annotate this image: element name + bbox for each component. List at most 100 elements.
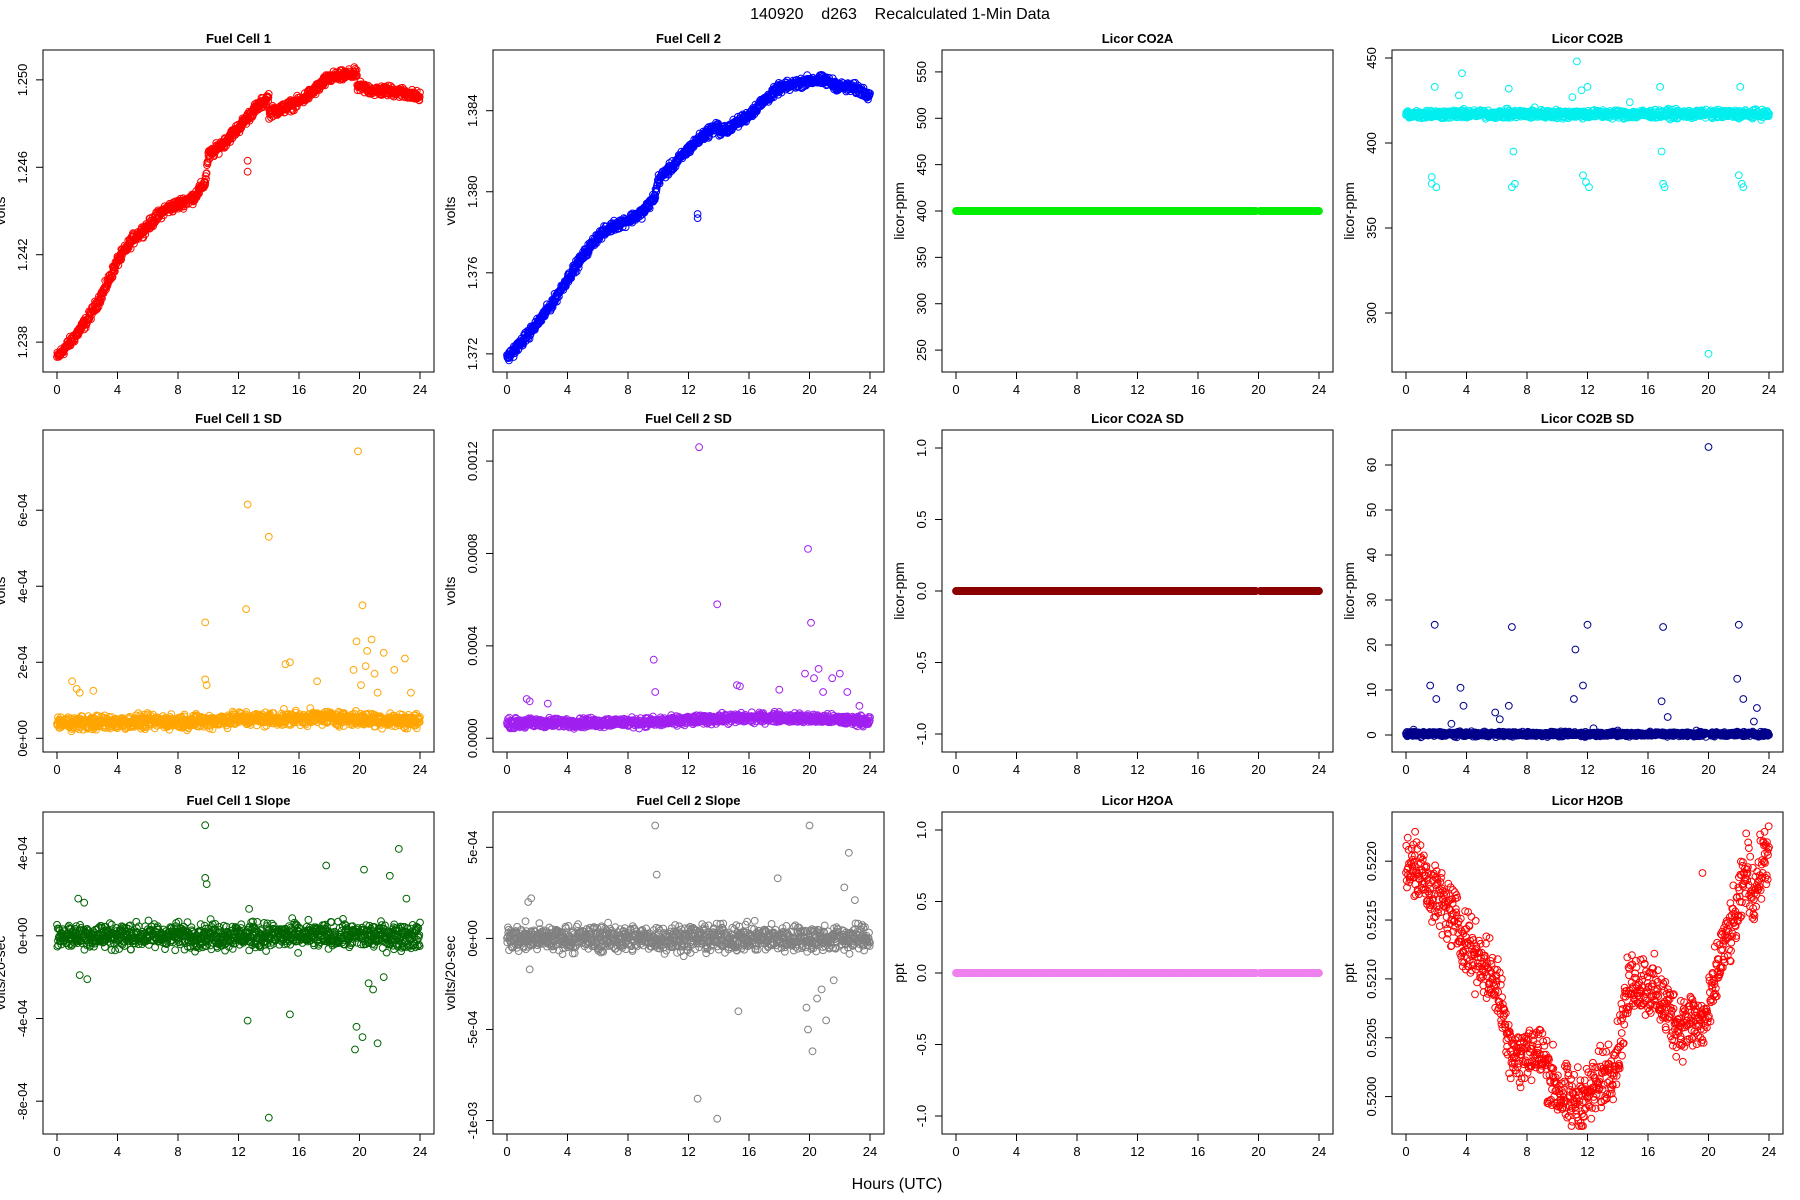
y-tick-label: 1.384 — [465, 94, 480, 127]
y-tick-label: 450 — [1364, 47, 1379, 69]
x-tick-label: 4 — [114, 382, 121, 397]
y-axis-label: licor-ppm — [1341, 182, 1357, 240]
x-tick-label: 24 — [1762, 382, 1776, 397]
outlier-point — [1427, 173, 1436, 181]
panel-title: Fuel Cell 1 — [206, 31, 271, 46]
y-tick-label: 2e-04 — [15, 646, 30, 679]
x-tick-label: 0 — [53, 762, 60, 777]
y-tick-label: 1.250 — [15, 64, 30, 97]
data-points — [952, 207, 1323, 215]
y-tick-label: 1.238 — [15, 326, 30, 359]
x-tick-label: 0 — [1402, 382, 1409, 397]
x-tick-label: 8 — [174, 762, 181, 777]
x-tick-label: 20 — [1251, 382, 1265, 397]
data-point — [415, 96, 424, 105]
y-tick-label: 350 — [1364, 217, 1379, 239]
x-tick-label: 20 — [352, 762, 366, 777]
data-points — [53, 447, 424, 736]
outlier-point — [1579, 171, 1587, 180]
data-point — [194, 190, 202, 199]
x-tick-label: 0 — [503, 382, 510, 397]
outlier-point — [1432, 183, 1441, 192]
x-tick-label: 16 — [292, 762, 306, 777]
page-title: 140920 d263 Recalculated 1-Min Data — [750, 6, 1050, 23]
outlier-point — [243, 167, 252, 176]
data-point — [98, 294, 106, 303]
x-tick-label: 20 — [352, 382, 366, 397]
x-tick-label: 16 — [292, 382, 306, 397]
y-axis-label: licor-ppm — [891, 182, 907, 240]
data-points — [503, 71, 874, 365]
x-tick-label: 12 — [1580, 382, 1594, 397]
y-tick-label: 400 — [1364, 132, 1379, 154]
data-point — [561, 282, 570, 291]
outlier-point — [1656, 83, 1664, 91]
panel-title: Fuel Cell 2 — [656, 31, 721, 46]
outlier-point — [1509, 147, 1518, 156]
x-tick-label: 4 — [1013, 382, 1020, 397]
y-axis-label: volts — [0, 577, 8, 606]
data-points — [53, 63, 424, 361]
panel-fc1sd: Fuel Cell 1 SDvolts0e+002e-044e-046e-040… — [0, 411, 435, 777]
outlier-point — [1568, 93, 1577, 101]
x-tick-label: 20 — [802, 382, 816, 397]
data-point — [123, 245, 132, 254]
y-axis-label: volts — [0, 197, 8, 226]
y-tick-label: 500 — [914, 107, 929, 129]
panel-co2a: Licor CO2Alicor-ppm250300350400450500550… — [891, 31, 1334, 397]
y-tick-label: 1.376 — [465, 257, 480, 290]
data-points — [1402, 57, 1773, 358]
outlier-point — [1427, 179, 1436, 188]
data-point — [149, 222, 158, 231]
outlier-point — [1625, 98, 1634, 107]
outlier-point — [1657, 147, 1666, 156]
outlier-point — [1573, 57, 1581, 66]
data-point — [200, 182, 209, 191]
data-point — [415, 93, 424, 101]
data-point — [264, 93, 273, 102]
data-point — [81, 323, 90, 332]
x-tick-label: 12 — [231, 382, 245, 397]
x-tick-label: 12 — [1130, 382, 1144, 397]
data-point — [202, 169, 211, 178]
y-tick-label: 1.246 — [15, 151, 30, 184]
x-tick-label: 20 — [1701, 382, 1715, 397]
data-point — [106, 275, 115, 283]
x-tick-label: 4 — [564, 382, 571, 397]
outlier-point — [1736, 83, 1745, 91]
data-point — [416, 88, 424, 97]
data-point — [264, 97, 273, 106]
data-point — [352, 70, 361, 79]
y-tick-label: 250 — [914, 339, 929, 361]
panel-title: Licor CO2A — [1102, 31, 1174, 46]
outlier-point — [693, 214, 702, 223]
outlier-point — [1734, 171, 1743, 180]
x-tick-label: 8 — [1073, 382, 1080, 397]
panel-title: Licor CO2B — [1552, 31, 1624, 46]
x-tick-label: 12 — [681, 382, 695, 397]
x-tick-label: 8 — [174, 382, 181, 397]
outlier-point — [1582, 178, 1590, 187]
y-tick-label: 0e+00 — [15, 720, 30, 757]
data-point — [96, 298, 105, 307]
x-tick-label: 4 — [1463, 382, 1470, 397]
x-tick-label: 24 — [863, 382, 877, 397]
x-tick-label: 24 — [1312, 382, 1326, 397]
x-tick-label: 16 — [1191, 382, 1205, 397]
x-tick-label: 24 — [413, 762, 427, 777]
x-tick-label: 4 — [114, 762, 121, 777]
y-tick-label: 1.380 — [465, 175, 480, 208]
y-tick-label: 1.242 — [15, 238, 30, 271]
y-tick-label: 4e-04 — [15, 570, 30, 603]
plot-frame — [492, 49, 885, 373]
x-tick-label: 12 — [231, 762, 245, 777]
data-point — [110, 267, 119, 276]
x-tick-label: 8 — [624, 382, 631, 397]
outlier-point — [1430, 83, 1439, 91]
plot-frame — [42, 429, 435, 753]
outlier-point — [1583, 83, 1592, 91]
